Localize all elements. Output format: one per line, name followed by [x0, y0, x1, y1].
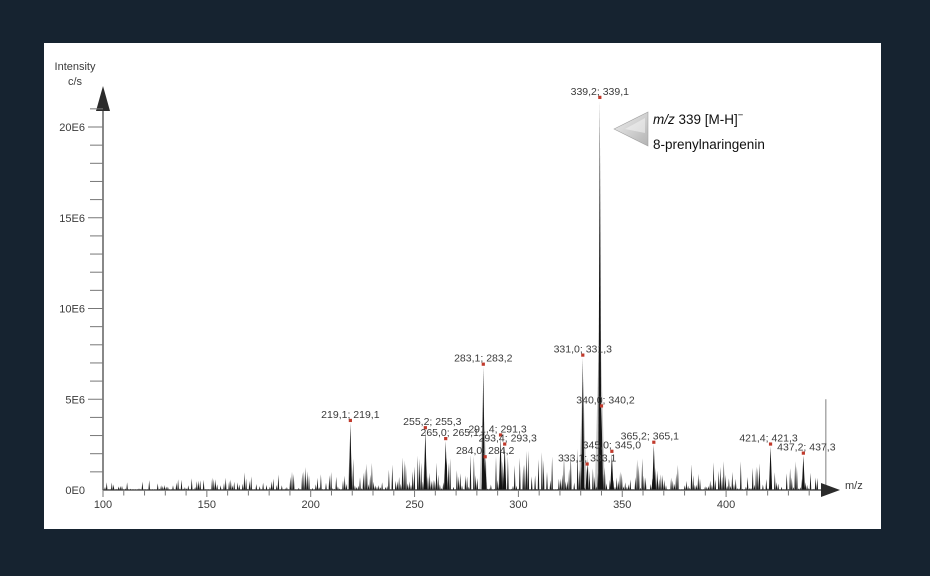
compound-name: 8-prenylnaringenin [653, 137, 765, 152]
peak-label: 331,0; 331,3 [554, 344, 613, 356]
peak-markers [348, 95, 805, 466]
peak-label: 265,0; 265,1 [421, 427, 480, 439]
peak-label: 345,0; 345,0 [583, 440, 642, 452]
x-tick-label: 100 [94, 499, 112, 511]
peak-label: 365,2; 365,1 [621, 431, 680, 443]
peak-label: 293,4; 293,3 [478, 432, 537, 444]
y-tick-label: 15E6 [59, 213, 85, 225]
peak-annotation: m/z 339 [M-H]− 8-prenylnaringenin [653, 107, 765, 157]
y-tick-label: 0E0 [65, 485, 85, 497]
y-axis-title-units: c/s [68, 76, 83, 88]
x-tick-label: 350 [613, 499, 631, 511]
x-tick-label: 300 [509, 499, 527, 511]
peak-label: 333,1; 333,1 [558, 452, 617, 464]
peak-label: 291,4; 291,3 [468, 423, 527, 435]
peak-label: 255,2; 255,3 [403, 416, 462, 428]
x-tick-label: 200 [302, 499, 320, 511]
y-tick-label: 10E6 [59, 304, 85, 316]
y-axis-title: Intensity [55, 61, 96, 73]
peak-label: 283,1; 283,2 [454, 353, 513, 365]
mz-italic-label: m/z [653, 112, 675, 127]
y-axis-arrowhead [96, 86, 110, 111]
axes [88, 86, 840, 497]
y-tick-label: 20E6 [59, 122, 85, 134]
peak-spikes [348, 99, 805, 491]
peak-label: 340,0; 340,2 [576, 394, 635, 406]
x-axis-arrowhead [821, 483, 840, 497]
callout-arrow-icon [613, 111, 649, 147]
ion-label: 339 [M-H] [674, 112, 738, 127]
x-axis-title: m/z [845, 480, 863, 492]
x-tick-label: 150 [198, 499, 216, 511]
annotation-line1: m/z 339 [M-H]− [653, 110, 744, 127]
charge-superscript: − [737, 110, 744, 121]
y-tick-label: 5E6 [65, 394, 85, 406]
spectrum-panel: 219,1; 219,1 255,2; 255,3 265,0; 265,1 283,… [44, 43, 881, 529]
x-tick-label: 400 [717, 499, 735, 511]
peak-label: 437,2; 437,3 [777, 442, 836, 454]
peak-label: 339,2; 339,1 [571, 86, 630, 98]
peak-label: 421,4; 421,3 [739, 432, 798, 444]
peak-label: 284,0; 284,2 [456, 445, 515, 457]
peak-label: 219,1; 219,1 [321, 409, 380, 421]
x-tick-label: 250 [405, 499, 423, 511]
